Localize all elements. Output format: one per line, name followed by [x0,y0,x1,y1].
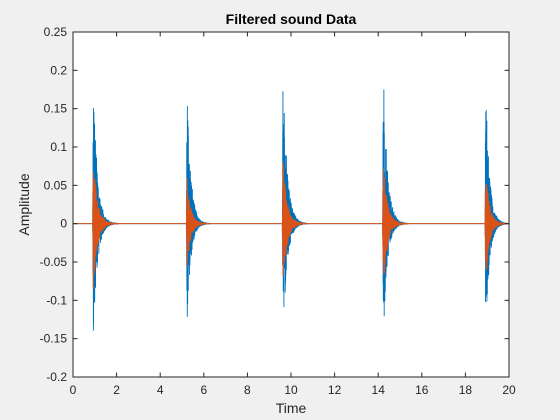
y-tick-label: -0.2 [46,370,67,384]
y-tick-label: 0.05 [44,178,68,192]
x-tick-label: 0 [70,383,77,397]
y-axis-ticks: -0.2 -0.15 -0.1 -0.05 0 0.05 0.1 0.15 0.2 0.25 [40,25,509,384]
x-tick-label: 14 [372,383,386,397]
y-tick-label: -0.15 [40,332,68,346]
y-tick-label: 0.15 [44,102,68,116]
x-tick-label: 6 [200,383,207,397]
x-tick-label: 20 [502,383,516,397]
series-2-line [73,162,510,289]
y-axis-label: Amplitude [16,173,32,235]
y-tick-label: -0.1 [46,293,67,307]
plot-area [73,89,510,331]
x-tick-label: 4 [157,383,164,397]
x-axis-label: Time [276,400,307,416]
x-tick-label: 2 [113,383,120,397]
x-tick-label: 10 [284,383,298,397]
x-tick-label: 8 [244,383,251,397]
x-tick-label: 16 [415,383,429,397]
x-axis-ticks: 0 2 4 6 8 10 12 14 16 18 20 [70,32,516,397]
y-tick-label: 0.25 [44,25,68,39]
y-tick-label: 0 [60,217,67,231]
chart-title: Filtered sound Data [226,11,357,27]
x-tick-label: 18 [459,383,473,397]
y-tick-label: 0.2 [50,63,67,77]
x-tick-label: 12 [328,383,342,397]
y-tick-label: -0.05 [40,255,68,269]
y-tick-label: 0.1 [50,140,67,154]
